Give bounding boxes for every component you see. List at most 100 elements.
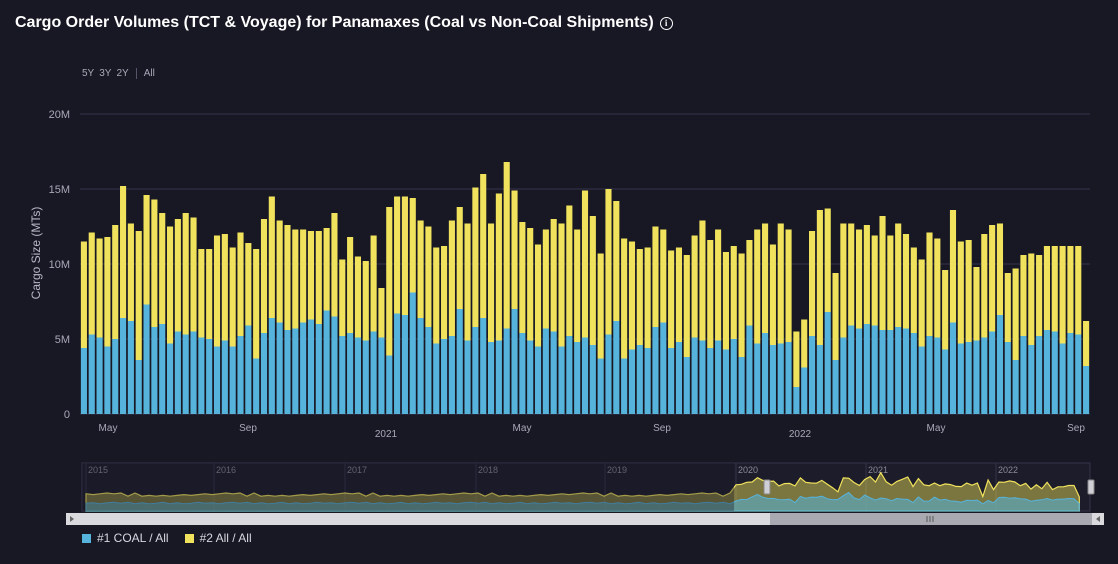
bar-coal[interactable] bbox=[660, 322, 667, 415]
bar-coal[interactable] bbox=[480, 318, 487, 414]
range-button-3y[interactable]: 3Y bbox=[99, 68, 112, 79]
bar-all[interactable] bbox=[190, 217, 197, 332]
bar-all[interactable] bbox=[628, 241, 636, 350]
bar-all[interactable] bbox=[480, 174, 487, 318]
navigator-handle-right[interactable] bbox=[1087, 479, 1095, 495]
bar-coal[interactable] bbox=[487, 342, 495, 414]
bar-all[interactable] bbox=[926, 232, 933, 337]
bar-coal[interactable] bbox=[621, 358, 628, 415]
bar-coal[interactable] bbox=[166, 343, 174, 415]
bar-all[interactable] bbox=[597, 253, 604, 359]
bar-coal[interactable] bbox=[832, 360, 839, 414]
bar-all[interactable] bbox=[910, 247, 917, 334]
bar-coal[interactable] bbox=[644, 348, 651, 414]
bar-all[interactable] bbox=[957, 241, 964, 344]
bar-coal[interactable] bbox=[409, 292, 416, 415]
bar-coal[interactable] bbox=[472, 327, 479, 414]
bar-all[interactable] bbox=[354, 256, 361, 338]
bar-coal[interactable] bbox=[550, 331, 557, 415]
bar-all[interactable] bbox=[88, 232, 95, 335]
bar-coal[interactable] bbox=[895, 327, 902, 414]
bar-coal[interactable] bbox=[448, 336, 455, 414]
bar-all[interactable] bbox=[769, 244, 776, 346]
bar-all[interactable] bbox=[1012, 268, 1019, 361]
bar-coal[interactable] bbox=[511, 309, 518, 414]
bar-all[interactable] bbox=[934, 238, 941, 338]
range-button-all[interactable]: All bbox=[143, 68, 155, 79]
bar-coal[interactable] bbox=[809, 336, 816, 414]
bar-coal[interactable] bbox=[793, 387, 800, 414]
bar-all[interactable] bbox=[127, 223, 134, 322]
bar-coal[interactable] bbox=[519, 333, 526, 414]
bar-coal[interactable] bbox=[675, 342, 683, 414]
bar-coal[interactable] bbox=[417, 318, 424, 414]
bar-all[interactable] bbox=[237, 232, 244, 337]
bar-all[interactable] bbox=[120, 186, 127, 318]
bar-all[interactable] bbox=[762, 223, 769, 334]
bar-all[interactable] bbox=[621, 238, 628, 359]
bar-coal[interactable] bbox=[425, 327, 432, 414]
bar-coal[interactable] bbox=[534, 346, 542, 415]
bar-all[interactable] bbox=[511, 190, 518, 310]
bar-all[interactable] bbox=[229, 247, 236, 347]
bar-all[interactable] bbox=[1075, 246, 1082, 335]
bar-all[interactable] bbox=[260, 219, 268, 333]
bar-all[interactable] bbox=[276, 220, 283, 323]
bar-all[interactable] bbox=[636, 249, 643, 345]
bar-coal[interactable] bbox=[495, 340, 502, 415]
bar-all[interactable] bbox=[1083, 321, 1090, 366]
bar-all[interactable] bbox=[699, 220, 706, 341]
bar-all[interactable] bbox=[722, 252, 729, 350]
bar-all[interactable] bbox=[918, 259, 925, 347]
bar-all[interactable] bbox=[738, 253, 745, 358]
bar-coal[interactable] bbox=[135, 360, 142, 414]
bar-coal[interactable] bbox=[840, 337, 847, 415]
bar-coal[interactable] bbox=[433, 343, 440, 415]
bar-all[interactable] bbox=[887, 235, 894, 331]
bar-all[interactable] bbox=[777, 223, 784, 344]
bar-coal[interactable] bbox=[112, 339, 119, 414]
bar-coal[interactable] bbox=[574, 342, 581, 414]
bar-coal[interactable] bbox=[926, 336, 933, 414]
bar-all[interactable] bbox=[206, 249, 213, 339]
bar-coal[interactable] bbox=[88, 334, 95, 415]
bar-coal[interactable] bbox=[300, 322, 307, 415]
bar-all[interactable] bbox=[159, 213, 166, 324]
bar-all[interactable] bbox=[824, 208, 831, 313]
bar-all[interactable] bbox=[895, 223, 902, 328]
bar-all[interactable] bbox=[652, 226, 659, 328]
bar-coal[interactable] bbox=[213, 346, 221, 415]
bar-all[interactable] bbox=[464, 223, 471, 341]
bar-all[interactable] bbox=[339, 259, 346, 337]
bar-coal[interactable] bbox=[339, 336, 346, 414]
bar-coal[interactable] bbox=[628, 349, 636, 415]
range-button-2y[interactable]: 2Y bbox=[116, 68, 129, 79]
bar-coal[interactable] bbox=[464, 340, 471, 415]
bar-all[interactable] bbox=[386, 207, 393, 356]
bar-coal[interactable] bbox=[863, 324, 870, 414]
bar-all[interactable] bbox=[394, 196, 401, 314]
bar-coal[interactable] bbox=[401, 315, 408, 414]
bar-all[interactable] bbox=[323, 228, 330, 311]
bar-all[interactable] bbox=[660, 229, 667, 323]
bar-coal[interactable] bbox=[1059, 343, 1066, 415]
bar-all[interactable] bbox=[707, 240, 714, 348]
bar-all[interactable] bbox=[433, 247, 440, 344]
bar-all[interactable] bbox=[198, 249, 205, 338]
bar-all[interactable] bbox=[80, 241, 87, 349]
bar-coal[interactable] bbox=[284, 330, 291, 414]
bar-coal[interactable] bbox=[1067, 333, 1074, 414]
bar-coal[interactable] bbox=[127, 321, 134, 414]
bar-all[interactable] bbox=[949, 210, 957, 323]
bar-all[interactable] bbox=[135, 231, 142, 360]
bar-coal[interactable] bbox=[855, 328, 863, 415]
bar-coal[interactable] bbox=[652, 327, 659, 414]
bar-coal[interactable] bbox=[386, 355, 393, 415]
bar-coal[interactable] bbox=[785, 342, 792, 414]
bar-coal[interactable] bbox=[816, 345, 823, 414]
bar-coal[interactable] bbox=[120, 318, 127, 414]
bar-all[interactable] bbox=[213, 235, 221, 347]
bar-coal[interactable] bbox=[691, 337, 698, 415]
bar-all[interactable] bbox=[441, 246, 448, 339]
bar-coal[interactable] bbox=[1075, 334, 1082, 415]
